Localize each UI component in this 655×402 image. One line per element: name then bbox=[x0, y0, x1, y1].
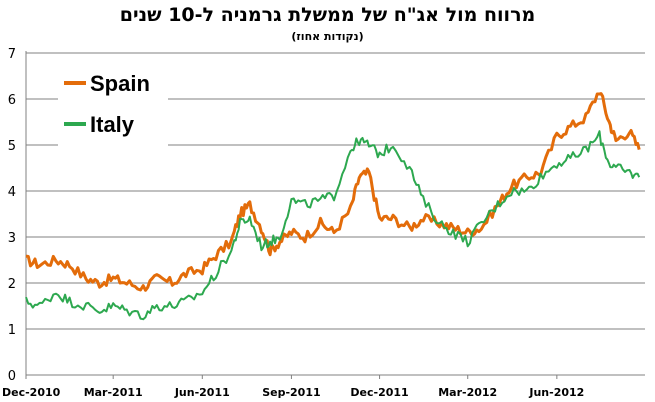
axes: 0 1 2 3 4 5 6 7 Dec-2010 Mar-2011 Jun-2011 Sep-2011… bbox=[2, 47, 645, 399]
y-tick-label: 4 bbox=[8, 185, 16, 200]
chart-title: מרווח מול אג"ח של ממשלת גרמניה ל-10 שנים bbox=[119, 4, 536, 26]
legend-box bbox=[58, 64, 168, 154]
series-line-spain bbox=[25, 92, 641, 292]
x-tick-label: Dec-2010 bbox=[2, 386, 61, 399]
y-tick-label: 2 bbox=[8, 277, 16, 292]
y-tick-label: 0 bbox=[8, 369, 16, 384]
series-lines bbox=[25, 92, 641, 321]
series-line-italy bbox=[25, 130, 641, 321]
y-tick-label: 3 bbox=[8, 231, 16, 246]
legend-label-italy: Italy bbox=[90, 112, 135, 137]
y-tick-label: 7 bbox=[8, 47, 16, 62]
x-tick-label: Jun-2012 bbox=[528, 386, 584, 399]
x-tick-label: Jun-2011 bbox=[174, 386, 230, 399]
y-tick-label: 1 bbox=[8, 323, 16, 338]
legend: Spain Italy bbox=[58, 64, 168, 154]
grid-lines bbox=[26, 52, 645, 330]
x-tick-label: Sep-2011 bbox=[262, 386, 320, 399]
legend-label-spain: Spain bbox=[90, 71, 150, 96]
chart-subtitle: (נקודות אחוז) bbox=[291, 30, 364, 43]
y-tick-label: 5 bbox=[8, 139, 16, 154]
y-tick-label: 6 bbox=[8, 93, 16, 108]
x-tick-label: Dec-2011 bbox=[350, 386, 408, 399]
x-tick-label: Mar-2011 bbox=[84, 386, 143, 399]
x-tick-label: Mar-2012 bbox=[438, 386, 497, 399]
